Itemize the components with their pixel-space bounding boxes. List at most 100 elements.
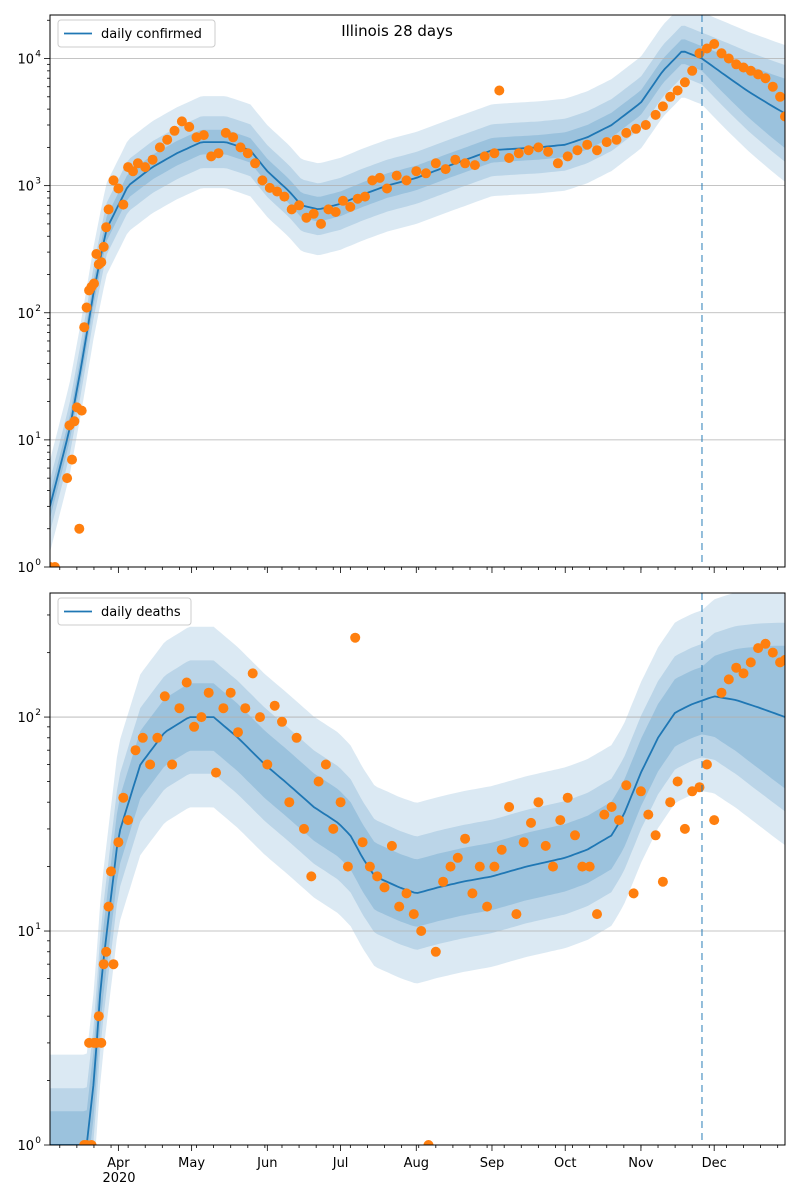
- deaths-plot-frame: [49, 592, 786, 1146]
- observed-point: [533, 142, 544, 153]
- confirmed-plot-frame: [49, 14, 786, 568]
- observed-point: [738, 668, 749, 679]
- observed-point: [687, 65, 698, 76]
- observed-point: [460, 833, 471, 844]
- observed-point: [140, 162, 151, 173]
- y-tick-label: 10: [17, 1139, 34, 1154]
- observed-point: [582, 139, 593, 150]
- observed-point: [284, 797, 295, 808]
- observed-point: [330, 207, 341, 217]
- observed-point: [562, 792, 573, 803]
- observed-point: [162, 134, 173, 145]
- observed-point: [611, 134, 622, 145]
- observed-point: [408, 909, 419, 920]
- observed-point: [108, 959, 119, 970]
- observed-point: [540, 840, 551, 851]
- observed-point: [621, 127, 632, 138]
- observed-point: [494, 85, 505, 96]
- observed-point: [262, 759, 273, 770]
- y-tick-label: 10: [17, 53, 34, 68]
- observed-point: [218, 703, 229, 714]
- observed-point: [665, 797, 676, 808]
- observed-point: [123, 815, 134, 826]
- observed-point: [621, 780, 632, 791]
- observed-point: [167, 759, 178, 770]
- observed-point: [67, 454, 77, 465]
- observed-point: [614, 815, 624, 826]
- x-tick-label: Nov: [628, 1156, 654, 1171]
- y-tick-label: 10: [17, 434, 34, 449]
- observed-point: [440, 164, 451, 175]
- observed-point: [496, 844, 507, 855]
- observed-point: [272, 186, 283, 197]
- observed-point: [679, 823, 690, 834]
- observed-point: [635, 786, 646, 797]
- x-tick-label: Apr: [107, 1156, 130, 1171]
- observed-point: [247, 668, 258, 679]
- observed-point: [382, 183, 392, 194]
- observed-point: [780, 654, 785, 665]
- observed-point: [213, 148, 224, 159]
- confirmed-observed-points: [50, 39, 785, 567]
- observed-point: [103, 901, 114, 912]
- observed-point: [479, 151, 490, 162]
- observed-point: [650, 109, 661, 120]
- observed-point: [601, 137, 612, 148]
- observed-point: [709, 815, 720, 826]
- y-tick-label-exponent: 1: [35, 922, 41, 932]
- y-tick-label: 10: [17, 925, 34, 940]
- observed-point: [372, 871, 383, 882]
- observed-point: [103, 204, 114, 215]
- observed-point: [452, 852, 463, 863]
- observed-point: [533, 797, 544, 808]
- observed-point: [513, 148, 524, 159]
- observed-point: [189, 721, 200, 732]
- observed-point: [592, 145, 602, 156]
- observed-point: [731, 662, 742, 673]
- observed-point: [411, 166, 422, 177]
- confirmed-model-line: [50, 50, 785, 507]
- observed-point: [360, 191, 370, 202]
- observed-point: [401, 888, 412, 899]
- y-tick-label-exponent: 3: [35, 177, 41, 187]
- observed-point: [628, 888, 639, 899]
- observed-point: [391, 170, 402, 181]
- observed-point: [657, 876, 668, 887]
- observed-point: [306, 871, 317, 882]
- observed-point: [555, 815, 566, 826]
- observed-point: [108, 175, 119, 186]
- observed-point: [89, 278, 99, 289]
- y-tick-label: 10: [17, 711, 34, 726]
- observed-point: [599, 809, 610, 820]
- observed-point: [277, 716, 287, 727]
- observed-point: [745, 657, 756, 668]
- observed-point: [86, 1140, 97, 1145]
- observed-point: [242, 148, 253, 159]
- observed-point: [374, 172, 385, 183]
- observed-point: [74, 523, 85, 534]
- observed-point: [101, 946, 112, 957]
- legend-box: [57, 19, 216, 48]
- observed-point: [672, 85, 683, 96]
- observed-point: [147, 154, 158, 165]
- observed-point: [113, 837, 124, 848]
- observed-point: [723, 53, 734, 64]
- observed-point: [154, 142, 165, 153]
- observed-point: [606, 802, 617, 812]
- deaths-legend: daily deaths: [57, 597, 192, 626]
- x-year-label: 2020: [102, 1171, 135, 1186]
- observed-point: [225, 687, 236, 698]
- legend-box: [57, 597, 192, 626]
- observed-point: [301, 212, 312, 223]
- x-tick-label: May: [178, 1156, 205, 1171]
- y-tick-label-exponent: 1: [35, 431, 41, 441]
- observed-point: [467, 888, 478, 899]
- observed-point: [474, 861, 485, 872]
- observed-point: [294, 200, 305, 211]
- observed-point: [665, 91, 676, 102]
- observed-point: [169, 125, 180, 136]
- observed-point: [233, 727, 243, 738]
